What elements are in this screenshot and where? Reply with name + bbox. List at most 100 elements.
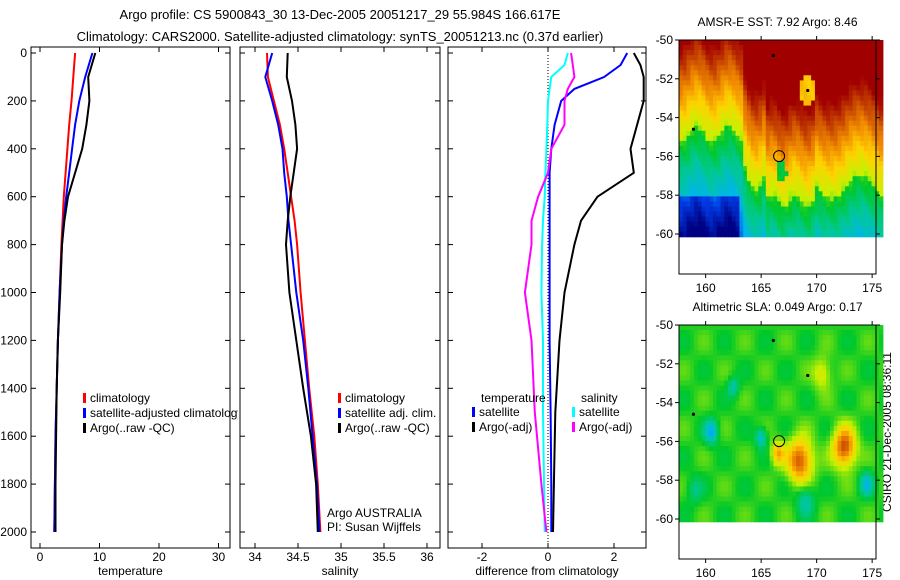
y-tick-label: -54: [656, 111, 674, 125]
legend-label: satellite-adjusted climatology: [90, 406, 243, 420]
legend-swatch: [572, 422, 575, 432]
y-tick-label: -58: [656, 188, 674, 202]
float-track-mark: [806, 88, 810, 93]
y-tick-label: 2000: [0, 525, 27, 539]
float-track-mark: [691, 412, 696, 416]
map-field-image: [679, 40, 884, 238]
map-title: Altimetric SLA: 0.049 Argo: 0.17: [692, 300, 862, 314]
legend-swatch: [338, 423, 341, 433]
annotation-program: Argo AUSTRALIA: [327, 506, 422, 520]
legend-swatch: [83, 393, 86, 403]
x-axis-label: difference from climatology: [475, 564, 618, 578]
y-tick-label: 200: [7, 94, 27, 108]
y-tick-label: -56: [656, 149, 674, 163]
x-tick-label: 20: [152, 550, 166, 564]
legend-label: Argo(..raw -QC): [90, 421, 175, 435]
y-tick-label: -52: [656, 72, 674, 86]
x-axis-label: salinity: [322, 564, 359, 578]
legend-label: Argo(..raw -QC): [345, 421, 430, 435]
legend-swatch: [338, 393, 341, 403]
y-tick-label: -50: [656, 318, 674, 332]
argo-location-marker: [773, 150, 786, 163]
figure-title-line2: Climatology: CARS2000. Satellite-adjuste…: [77, 29, 604, 44]
y-tick-label: 800: [7, 238, 27, 252]
legend-header: temperature: [481, 391, 546, 405]
legend-swatch: [338, 408, 341, 418]
series-line-argo-raw-qc-: [54, 52, 97, 532]
panel-frame: [30, 46, 231, 549]
x-tick-label: 35.5: [372, 550, 396, 564]
map-frame: [678, 39, 877, 275]
y-tick-label: 400: [7, 142, 27, 156]
legend-swatch: [83, 408, 86, 418]
y-tick-label: 1600: [0, 429, 27, 443]
legend-label: satellite adj. clim.: [345, 406, 436, 420]
float-track-mark: [806, 373, 810, 378]
y-tick-label: -52: [656, 357, 674, 371]
series-line-satellite: [540, 52, 569, 533]
legend-header: salinity: [581, 391, 618, 405]
x-tick-label: 35: [334, 550, 348, 564]
x-tick-label: 0: [37, 550, 44, 564]
figure-title-line1: Argo profile: CS 5900843_30 13-Dec-2005 …: [120, 7, 561, 22]
map-frame: [678, 324, 877, 560]
x-tick-label: 160: [696, 566, 716, 580]
float-track-mark: [771, 53, 775, 58]
map-title: AMSR-E SST: 7.92 Argo: 8.46: [697, 15, 857, 29]
y-tick-label: 600: [7, 190, 27, 204]
x-axis-label: temperature: [98, 564, 163, 578]
x-tick-label: 165: [751, 281, 771, 295]
x-tick-label: 36: [420, 550, 434, 564]
x-tick-label: 175: [862, 281, 882, 295]
panel-frame: [239, 46, 441, 549]
x-tick-label: 175: [862, 566, 882, 580]
legend-swatch: [472, 407, 475, 417]
y-tick-label: 1000: [0, 286, 27, 300]
x-tick-label: 170: [807, 281, 827, 295]
annotation-pi: PI: Susan Wijffels: [327, 520, 421, 534]
y-tick-label: -58: [656, 473, 674, 487]
legend-label: satellite: [579, 405, 620, 419]
y-tick-label: 1800: [0, 477, 27, 491]
map-field-image: [679, 325, 884, 523]
legend-label: satellite: [479, 405, 520, 419]
float-track-mark: [771, 338, 775, 343]
y-tick-label: -60: [656, 512, 674, 526]
legend-label: Argo(-adj): [479, 420, 532, 434]
profile-panel-1: 0 200 400 600 800 1000 1200 1400 1600 1800 2000 0 10…: [0, 46, 231, 578]
x-tick-label: 34: [248, 550, 262, 564]
x-tick-label: 34.5: [286, 550, 310, 564]
series-line-argo-adj-: [523, 52, 576, 533]
legend-swatch: [572, 407, 575, 417]
x-tick-label: 30: [212, 550, 226, 564]
x-tick-label: 165: [751, 566, 771, 580]
legend-label: Argo(-adj): [579, 420, 632, 434]
y-tick-label: 1400: [0, 381, 27, 395]
y-tick-label: 1200: [0, 333, 27, 347]
legend-difference: temperature salinitysatelliteArgo(-adj)sa…: [472, 391, 632, 434]
y-tick-label: -50: [656, 33, 674, 47]
series-line-argo-adj-: [552, 52, 645, 533]
y-tick-label: 0: [20, 46, 27, 60]
legend-swatch: [83, 423, 86, 433]
y-tick-label: -60: [656, 227, 674, 241]
x-tick-label: 0: [545, 550, 552, 564]
legend-label: climatology: [345, 391, 405, 405]
y-tick-label: -56: [656, 434, 674, 448]
footer-timestamp: CSIRO 21-Dec-2005 08:36:11: [880, 352, 894, 512]
x-tick-label: 160: [696, 281, 716, 295]
legend-label: climatology: [90, 391, 150, 405]
series-line-argo-raw-qc-: [284, 52, 319, 533]
series-line-satellite: [548, 52, 629, 532]
argo-location-marker: [773, 435, 786, 448]
y-tick-label: -54: [656, 396, 674, 410]
x-tick-label: 170: [807, 566, 827, 580]
x-tick-label: 2: [611, 550, 618, 564]
legend-swatch: [472, 422, 475, 432]
x-tick-label: -2: [477, 550, 488, 564]
x-tick-label: 10: [93, 550, 107, 564]
